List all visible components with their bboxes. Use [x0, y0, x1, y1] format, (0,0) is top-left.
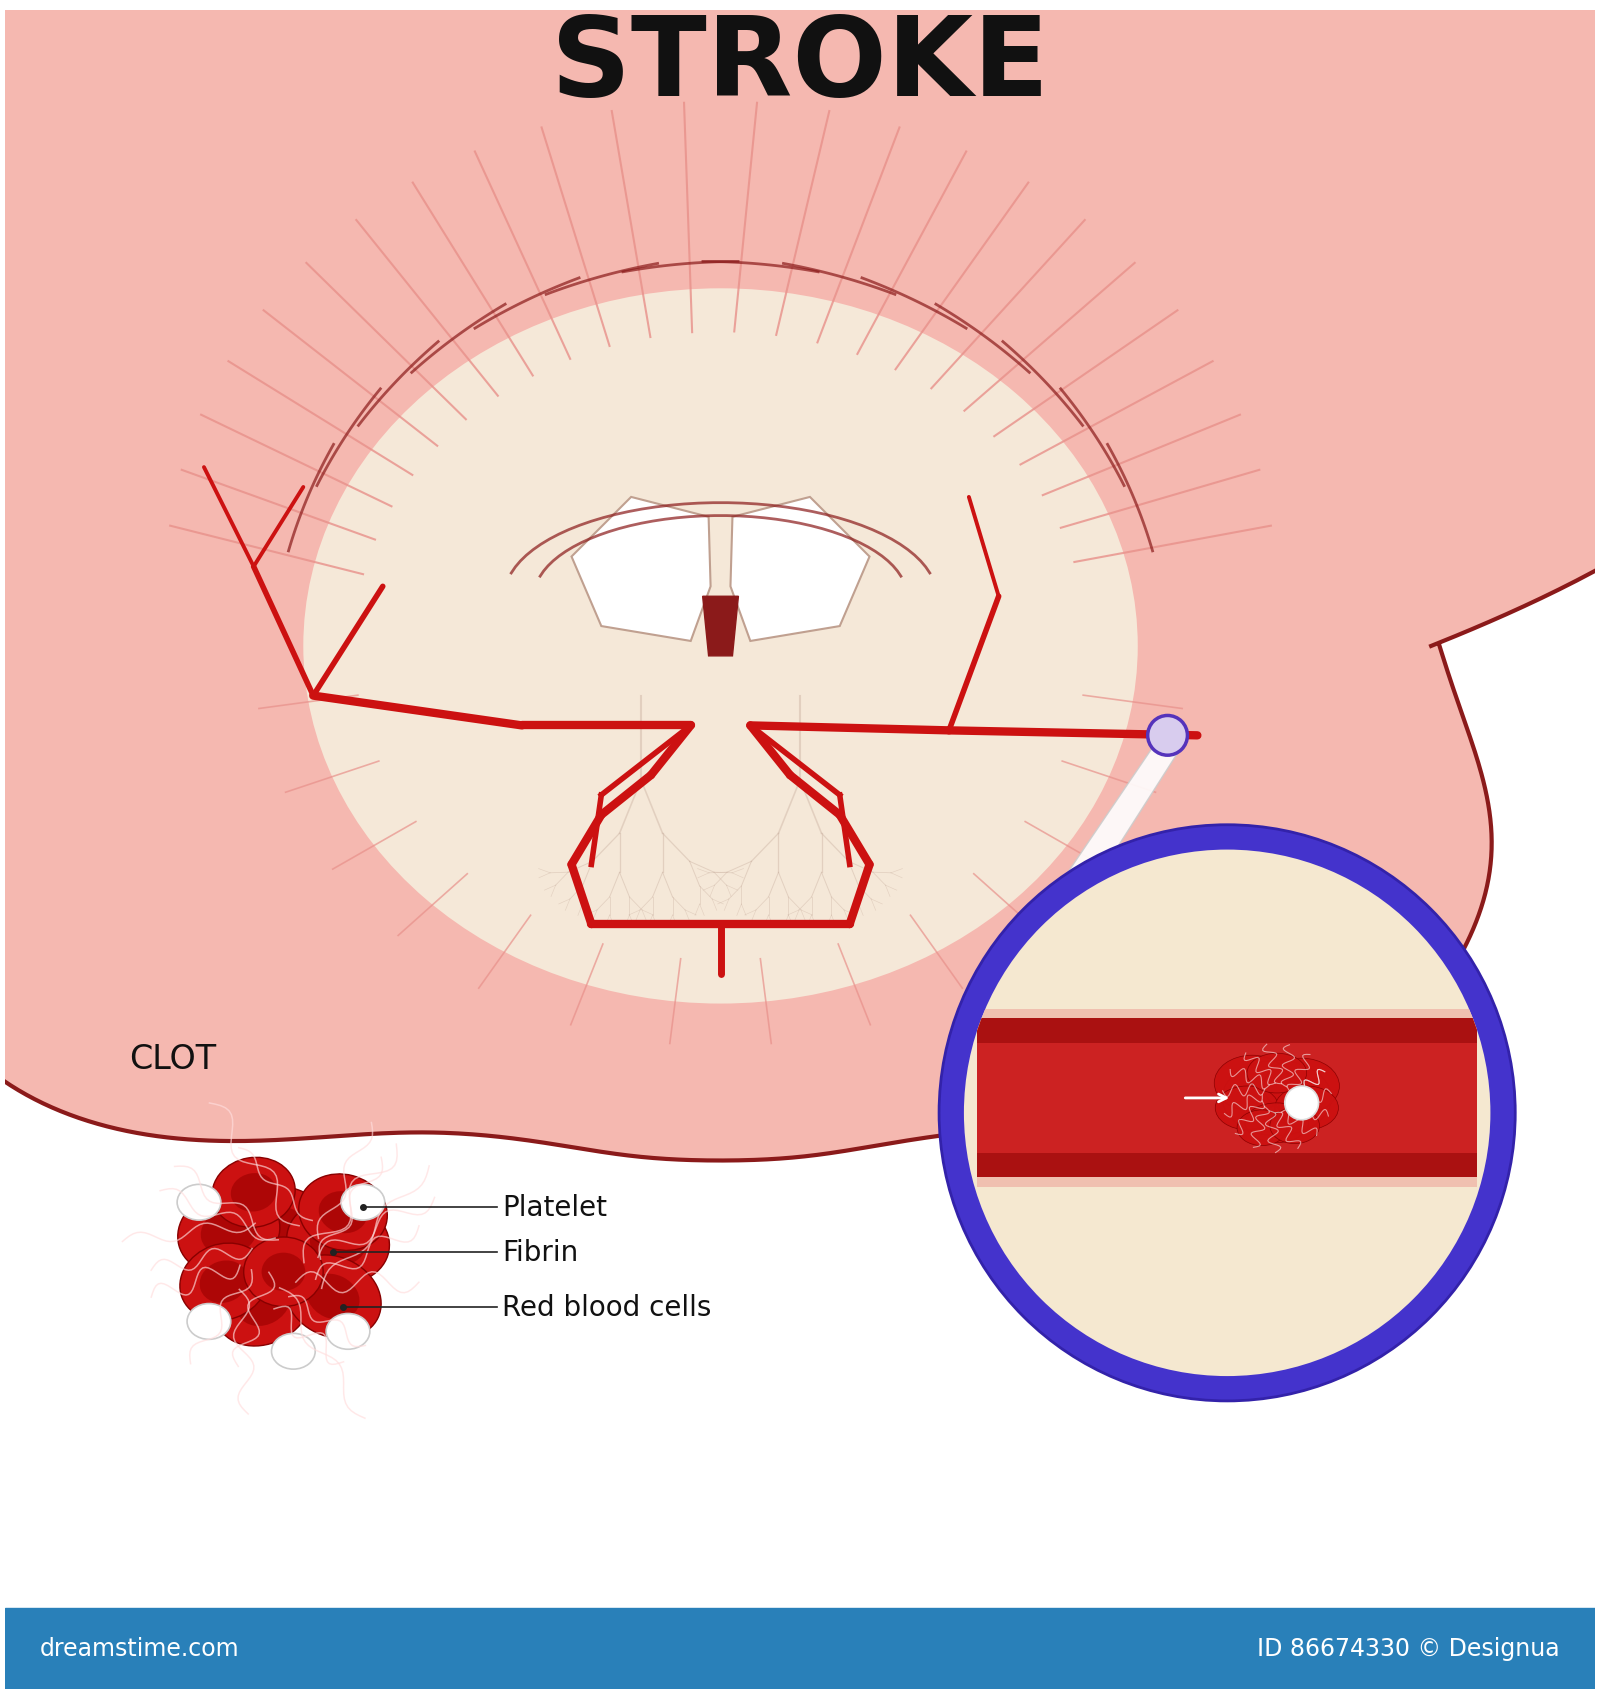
Ellipse shape: [341, 1184, 384, 1221]
Circle shape: [1147, 716, 1187, 755]
Text: Red blood cells: Red blood cells: [502, 1292, 712, 1321]
Ellipse shape: [1214, 1056, 1290, 1111]
Ellipse shape: [214, 1257, 314, 1346]
Bar: [978, 1008, 1477, 1044]
Ellipse shape: [310, 1219, 366, 1265]
Ellipse shape: [1245, 1103, 1309, 1143]
Ellipse shape: [285, 1255, 381, 1338]
Ellipse shape: [1237, 1110, 1286, 1145]
Text: STROKE: STROKE: [550, 12, 1050, 120]
Polygon shape: [571, 498, 710, 642]
Ellipse shape: [230, 1174, 277, 1211]
Circle shape: [1285, 1086, 1318, 1120]
Ellipse shape: [178, 1189, 280, 1275]
Ellipse shape: [254, 1208, 314, 1258]
Ellipse shape: [272, 1334, 315, 1370]
Ellipse shape: [1270, 1108, 1320, 1143]
Ellipse shape: [243, 1238, 323, 1307]
Ellipse shape: [299, 1174, 387, 1250]
Ellipse shape: [179, 1243, 267, 1321]
Ellipse shape: [178, 1184, 221, 1221]
Polygon shape: [1030, 726, 1182, 929]
Ellipse shape: [286, 1201, 389, 1284]
Bar: [978, 1018, 1477, 1044]
Text: CLOT: CLOT: [130, 1042, 216, 1076]
Polygon shape: [731, 498, 869, 642]
Ellipse shape: [307, 1274, 360, 1319]
Ellipse shape: [1222, 1061, 1331, 1137]
Bar: [5, 1608, 1595, 1689]
Bar: [978, 1154, 1477, 1187]
Ellipse shape: [200, 1260, 248, 1304]
Ellipse shape: [200, 1209, 258, 1255]
Ellipse shape: [1246, 1054, 1307, 1093]
Ellipse shape: [187, 1304, 230, 1339]
Text: Fibrin: Fibrin: [502, 1238, 578, 1267]
Ellipse shape: [1216, 1086, 1278, 1130]
Ellipse shape: [261, 1253, 306, 1290]
Ellipse shape: [213, 1157, 294, 1228]
Bar: [978, 1154, 1477, 1177]
Ellipse shape: [318, 1191, 368, 1233]
Polygon shape: [0, 0, 1600, 1160]
Ellipse shape: [326, 1314, 370, 1350]
Ellipse shape: [1275, 1086, 1339, 1130]
Ellipse shape: [230, 1186, 338, 1279]
Ellipse shape: [237, 1277, 291, 1326]
Ellipse shape: [304, 289, 1138, 1003]
Circle shape: [939, 826, 1515, 1402]
Circle shape: [963, 850, 1491, 1377]
Bar: [978, 1044, 1477, 1154]
Text: ID 86674330 © Designua: ID 86674330 © Designua: [1258, 1637, 1560, 1660]
Text: dreamstime.com: dreamstime.com: [40, 1637, 240, 1660]
Ellipse shape: [1264, 1059, 1339, 1115]
Text: Platelet: Platelet: [502, 1194, 606, 1221]
Polygon shape: [702, 596, 739, 657]
